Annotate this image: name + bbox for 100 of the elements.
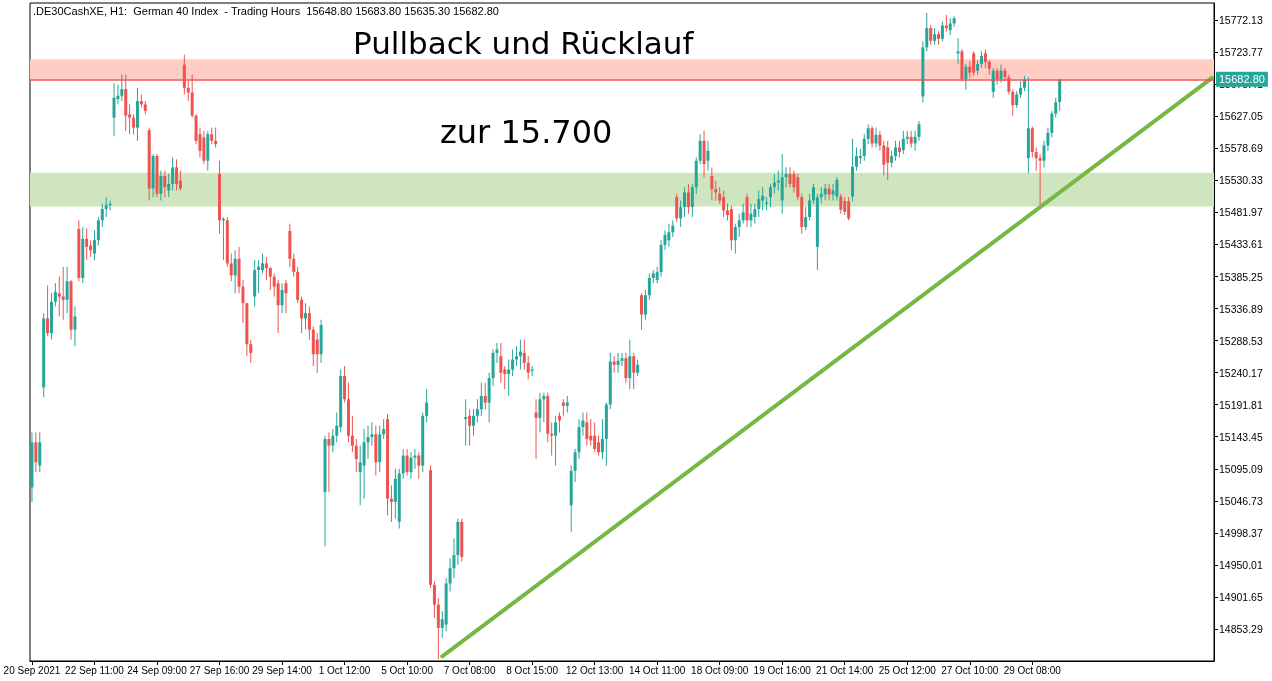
candlestick: [38, 431, 42, 473]
x-tick-label: 8 Oct 15:00: [506, 664, 559, 676]
candlestick: [628, 339, 632, 390]
candlestick: [472, 408, 476, 437]
candlestick: [34, 431, 38, 473]
candlestick: [464, 398, 468, 447]
x-tick-label: 18 Oct 09:00: [691, 664, 749, 676]
candlestick: [499, 342, 503, 384]
candlestick: [733, 223, 737, 254]
candlestick: [768, 183, 772, 208]
candlestick: [120, 74, 124, 102]
y-tick-label: 15191.81: [1219, 398, 1263, 411]
candlestick: [280, 282, 284, 314]
candlestick: [1054, 97, 1058, 119]
candlestick: [417, 451, 421, 480]
candlestick: [515, 345, 518, 367]
x-tick-label: 27 Oct 10:00: [941, 664, 999, 676]
candlestick: [483, 382, 487, 410]
x-tick-label: 22 Sep 11:00: [65, 664, 125, 676]
candlestick: [1038, 153, 1042, 206]
candlestick: [362, 428, 366, 500]
candlestick: [167, 173, 171, 198]
y-tick-label: 14950.01: [1219, 558, 1263, 571]
candlestick: [624, 352, 628, 384]
candlestick: [425, 388, 429, 423]
x-tick-label: 14 Oct 11:00: [628, 664, 686, 676]
y-tick-label: 15772.13: [1219, 14, 1263, 27]
candlestick: [675, 193, 679, 223]
y-tick-label: 15627.05: [1219, 110, 1263, 123]
candlestick: [741, 203, 745, 225]
candlestick: [389, 484, 393, 523]
candlestick: [804, 206, 808, 231]
candlestick: [159, 170, 163, 201]
x-tick-label: 5 Oct 10:00: [381, 664, 434, 676]
candlestick: [479, 382, 483, 417]
candlestick: [112, 82, 116, 137]
candlestick: [620, 352, 624, 367]
candlestick: [600, 418, 604, 460]
candlestick: [847, 196, 851, 221]
candlestick: [73, 305, 77, 347]
candlestick: [261, 252, 264, 274]
candlestick: [808, 193, 812, 221]
candlestick: [964, 63, 968, 91]
candlestick: [1030, 125, 1034, 158]
candlestick: [401, 448, 405, 480]
candlestick: [327, 431, 331, 493]
y-tick-label: 15288.53: [1219, 334, 1263, 347]
candlestick: [171, 156, 175, 192]
candlestick: [468, 408, 472, 447]
candlestick: [952, 15, 956, 28]
candlestick: [538, 392, 542, 433]
x-tick-label: 1 Oct 12:00: [318, 664, 371, 676]
candlestick: [65, 266, 69, 314]
y-tick-label: 15336.89: [1219, 302, 1263, 315]
candlestick: [753, 203, 757, 225]
candlestick: [436, 597, 440, 660]
candlestick: [511, 349, 515, 377]
candlestick: [690, 183, 694, 218]
candlestick: [792, 170, 796, 194]
candlestick: [61, 266, 65, 321]
candlestick: [382, 418, 386, 440]
text: Pullback und Rücklauf: [353, 24, 695, 61]
candlestick: [710, 166, 714, 201]
y-tick-label: 15143.45: [1219, 430, 1263, 443]
y-tick-label: 14901.65: [1219, 590, 1263, 603]
candlestick: [432, 580, 436, 619]
candlestick: [1058, 78, 1062, 112]
candlestick: [698, 133, 702, 165]
candlestick: [831, 183, 835, 201]
candlestick: [722, 190, 726, 218]
candlestick: [163, 170, 167, 198]
candlestick: [862, 133, 866, 162]
annotation: zur 15.700: [440, 113, 613, 151]
candlestick: [315, 332, 319, 374]
candlestick: [839, 193, 843, 215]
candlestick: [686, 183, 690, 215]
candlestick: [901, 130, 905, 155]
candlestick: [405, 448, 409, 476]
candlestick: [835, 176, 839, 201]
candlestick: [53, 282, 57, 307]
candlestick: [264, 256, 268, 281]
x-tick-label: 20 Sep 2021: [3, 664, 61, 676]
candlestick: [683, 186, 687, 218]
candlestick: [866, 123, 870, 145]
candlestick: [85, 227, 89, 261]
candlestick: [393, 468, 397, 520]
y-tick-label: 15240.17: [1219, 366, 1263, 379]
candlestick: [522, 339, 526, 370]
candlestick: [284, 279, 288, 314]
candlestick: [874, 127, 878, 148]
y-tick-label: 14853.29: [1219, 623, 1263, 635]
candlestick: [749, 203, 753, 228]
candlestick: [475, 398, 479, 423]
candlestick: [643, 289, 647, 321]
x-tick-label: 7 Oct 08:00: [443, 664, 496, 676]
candlestick: [229, 252, 233, 282]
candlestick: [350, 415, 354, 453]
y-tick-label: 15095.09: [1219, 462, 1263, 475]
candlestick: [585, 412, 589, 447]
candlestick: [550, 421, 554, 457]
